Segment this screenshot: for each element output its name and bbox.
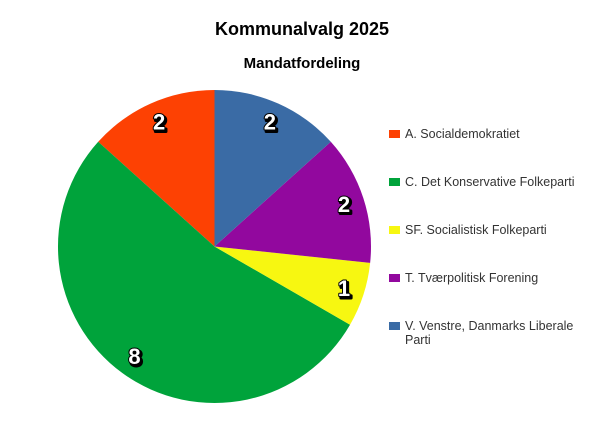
legend-swatch-sf bbox=[389, 226, 400, 234]
legend-swatch-v bbox=[389, 322, 400, 330]
pie-slice-value-label-v: 2 bbox=[264, 110, 276, 135]
legend-label-v: V. Venstre, Danmarks Liberale Parti bbox=[405, 319, 574, 347]
legend-label-sf: SF. Socialistisk Folkeparti bbox=[405, 223, 547, 237]
legend-swatch-t bbox=[389, 274, 400, 282]
pie-slice-value-shadow-sf: 1 bbox=[339, 278, 351, 303]
pie-slice-value-shadow-c: 8 bbox=[130, 346, 142, 371]
pie-slice-t bbox=[214, 141, 371, 263]
legend-label-a: A. Socialdemokratiet bbox=[405, 127, 520, 141]
pie-slice-value-label-c: 8 bbox=[128, 344, 140, 369]
chart-subtitle: Mandatfordeling bbox=[243, 55, 361, 72]
legend-item-c: C. Det Konservative Folkeparti bbox=[389, 175, 594, 189]
pie-slice-value-shadow-v: 2 bbox=[265, 111, 277, 136]
pie-slice-v bbox=[214, 90, 331, 247]
legend-item-sf: SF. Socialistisk Folkeparti bbox=[389, 223, 594, 237]
pie-slice-value-shadow-t: 2 bbox=[339, 194, 351, 219]
legend-item-a: A. Socialdemokratiet bbox=[389, 127, 594, 141]
pie-slice-sf bbox=[214, 246, 371, 325]
legend-label-c: C. Det Konservative Folkeparti bbox=[405, 175, 575, 189]
chart-title: Kommunalvalg 2025 bbox=[214, 19, 390, 39]
pie-slice-c bbox=[57, 141, 351, 404]
legend-label-t: T. Tværpolitisk Forening bbox=[405, 271, 539, 285]
legend-item-v: V. Venstre, Danmarks Liberale Parti bbox=[389, 319, 594, 347]
legend: A. Socialdemokratiet C. Det Konservative … bbox=[389, 127, 594, 381]
pie-slice-value-label-a: 2 bbox=[153, 110, 165, 135]
pie-slice-value-shadow-a: 2 bbox=[155, 111, 167, 136]
legend-swatch-a bbox=[389, 130, 400, 138]
legend-swatch-c bbox=[389, 178, 400, 186]
pie-slice-value-label-sf: 1 bbox=[338, 276, 350, 301]
pie-slice-a bbox=[98, 90, 215, 247]
pie-slice-value-label-t: 2 bbox=[338, 192, 350, 217]
legend-item-t: T. Tværpolitisk Forening bbox=[389, 271, 594, 285]
